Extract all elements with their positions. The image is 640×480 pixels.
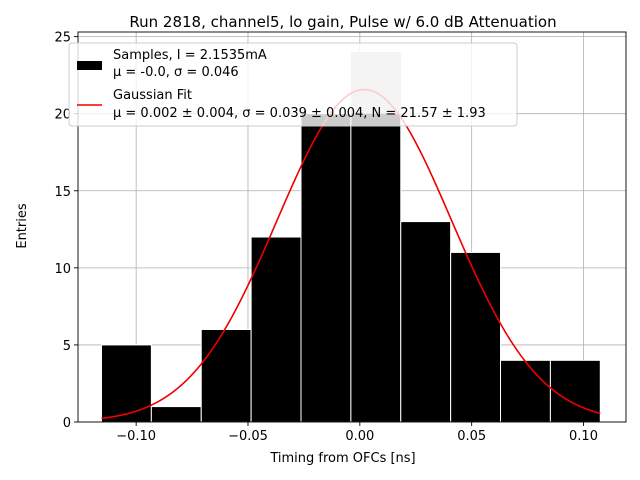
histogram-bar [150, 406, 202, 423]
histogram-bar [200, 329, 252, 423]
histogram-bar [300, 113, 352, 423]
histogram-bar [250, 236, 302, 423]
histogram-bar [450, 251, 502, 423]
x-tick-label: −0.05 [228, 429, 268, 444]
y-axis-label: Entries [15, 203, 30, 249]
histogram-bar [500, 359, 551, 423]
legend-samples-label: Samples, I = 2.1535mA [113, 48, 267, 63]
y-tick-label: 5 [63, 339, 71, 354]
legend-box [68, 42, 518, 127]
chart-title: Run 2818, channel5, lo gain, Pulse w/ 6.… [129, 13, 556, 31]
y-tick-label: 15 [54, 185, 71, 200]
x-tick-label: 0.10 [569, 429, 598, 444]
legend-fit-stats: μ = 0.002 ± 0.004, σ = 0.039 ± 0.004, N … [113, 106, 486, 121]
legend-samples-stats: μ = -0.0, σ = 0.046 [113, 65, 239, 80]
x-tick-label: 0.00 [345, 429, 374, 444]
legend-fit-label: Gaussian Fit [113, 88, 192, 103]
y-tick-label: 0 [63, 416, 71, 431]
y-tick-label: 25 [54, 31, 71, 46]
histogram-bar [400, 221, 452, 423]
x-axis-label: Timing from OFCs [ns] [269, 451, 415, 466]
legend: Samples, I = 2.1535mA μ = -0.0, σ = 0.04… [68, 42, 518, 127]
x-tick-label: −0.10 [116, 429, 156, 444]
y-tick-label: 20 [54, 108, 71, 123]
y-axis-ticks: 0 5 10 15 20 25 [54, 31, 78, 431]
x-tick-label: 0.05 [457, 429, 486, 444]
y-tick-label: 10 [54, 262, 71, 277]
histogram-bar [549, 359, 601, 423]
x-axis-ticks: −0.10 −0.05 0.00 0.05 0.10 [116, 422, 598, 444]
axes-frame [77, 31, 627, 423]
histogram-bar [100, 344, 152, 423]
legend-samples-swatch [77, 61, 102, 70]
